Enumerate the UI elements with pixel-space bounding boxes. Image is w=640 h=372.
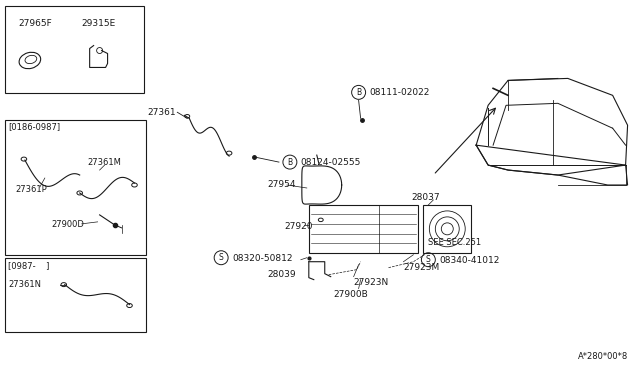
Text: 27923N: 27923N (354, 278, 389, 287)
Text: 27361N: 27361N (8, 280, 41, 289)
Text: 27361: 27361 (147, 108, 176, 117)
Text: B: B (287, 158, 292, 167)
Bar (5, 258, 147, 333)
Text: 27923M: 27923M (403, 263, 440, 272)
Text: 29315E: 29315E (82, 19, 116, 28)
Text: 27900B: 27900B (333, 289, 369, 299)
Text: 08124-02555: 08124-02555 (301, 158, 361, 167)
Bar (5, 6, 145, 93)
Text: 27900D: 27900D (52, 220, 84, 229)
Text: [0987-    ]: [0987- ] (8, 261, 49, 270)
Text: 28039: 28039 (267, 270, 296, 279)
Bar (424, 205, 471, 253)
Text: 27954: 27954 (267, 180, 296, 189)
Text: 27361M: 27361M (88, 158, 122, 167)
Text: [0186-0987]: [0186-0987] (8, 122, 60, 131)
Text: S: S (426, 255, 431, 264)
Text: 08320-50812: 08320-50812 (232, 254, 292, 263)
Bar (309, 205, 419, 253)
Bar (5, 120, 147, 255)
Text: 08111-02022: 08111-02022 (369, 89, 430, 97)
Text: SEE SEC.251: SEE SEC.251 (428, 238, 481, 247)
Text: 27920: 27920 (284, 222, 312, 231)
Text: A*280*00*8: A*280*00*8 (578, 352, 628, 361)
Text: B: B (356, 88, 361, 97)
Text: S: S (219, 253, 223, 262)
Text: 08340-41012: 08340-41012 (439, 256, 500, 265)
Text: 27361P: 27361P (15, 185, 47, 194)
Text: 27965F: 27965F (18, 19, 52, 28)
Text: 28037: 28037 (412, 193, 440, 202)
